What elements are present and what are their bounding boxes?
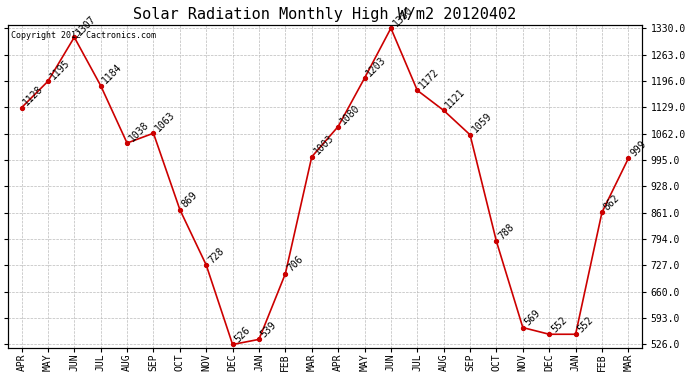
- Text: Copyright 2012 Cactronics.com: Copyright 2012 Cactronics.com: [12, 32, 157, 40]
- Text: 1330: 1330: [391, 4, 415, 28]
- Title: Solar Radiation Monthly High W/m2 20120402: Solar Radiation Monthly High W/m2 201204…: [133, 8, 517, 22]
- Text: 1195: 1195: [48, 58, 72, 81]
- Text: 728: 728: [206, 246, 226, 265]
- Text: 706: 706: [286, 254, 305, 274]
- Text: 999: 999: [629, 139, 648, 158]
- Text: 1080: 1080: [338, 103, 362, 126]
- Text: 539: 539: [259, 320, 279, 339]
- Text: 526: 526: [233, 325, 252, 345]
- Text: 1172: 1172: [417, 67, 441, 90]
- Text: 552: 552: [575, 315, 595, 334]
- Text: 1203: 1203: [364, 54, 388, 78]
- Text: 869: 869: [180, 190, 199, 210]
- Text: 1063: 1063: [153, 110, 177, 133]
- Text: 552: 552: [549, 315, 569, 334]
- Text: 1003: 1003: [312, 133, 335, 157]
- Text: 788: 788: [496, 222, 516, 242]
- Text: 1307: 1307: [75, 13, 98, 37]
- Text: 1121: 1121: [444, 87, 467, 110]
- Text: 1128: 1128: [21, 84, 46, 108]
- Text: 1038: 1038: [127, 119, 150, 143]
- Text: 569: 569: [523, 308, 542, 328]
- Text: 1059: 1059: [470, 111, 494, 135]
- Text: 862: 862: [602, 193, 622, 212]
- Text: 1184: 1184: [101, 62, 124, 86]
